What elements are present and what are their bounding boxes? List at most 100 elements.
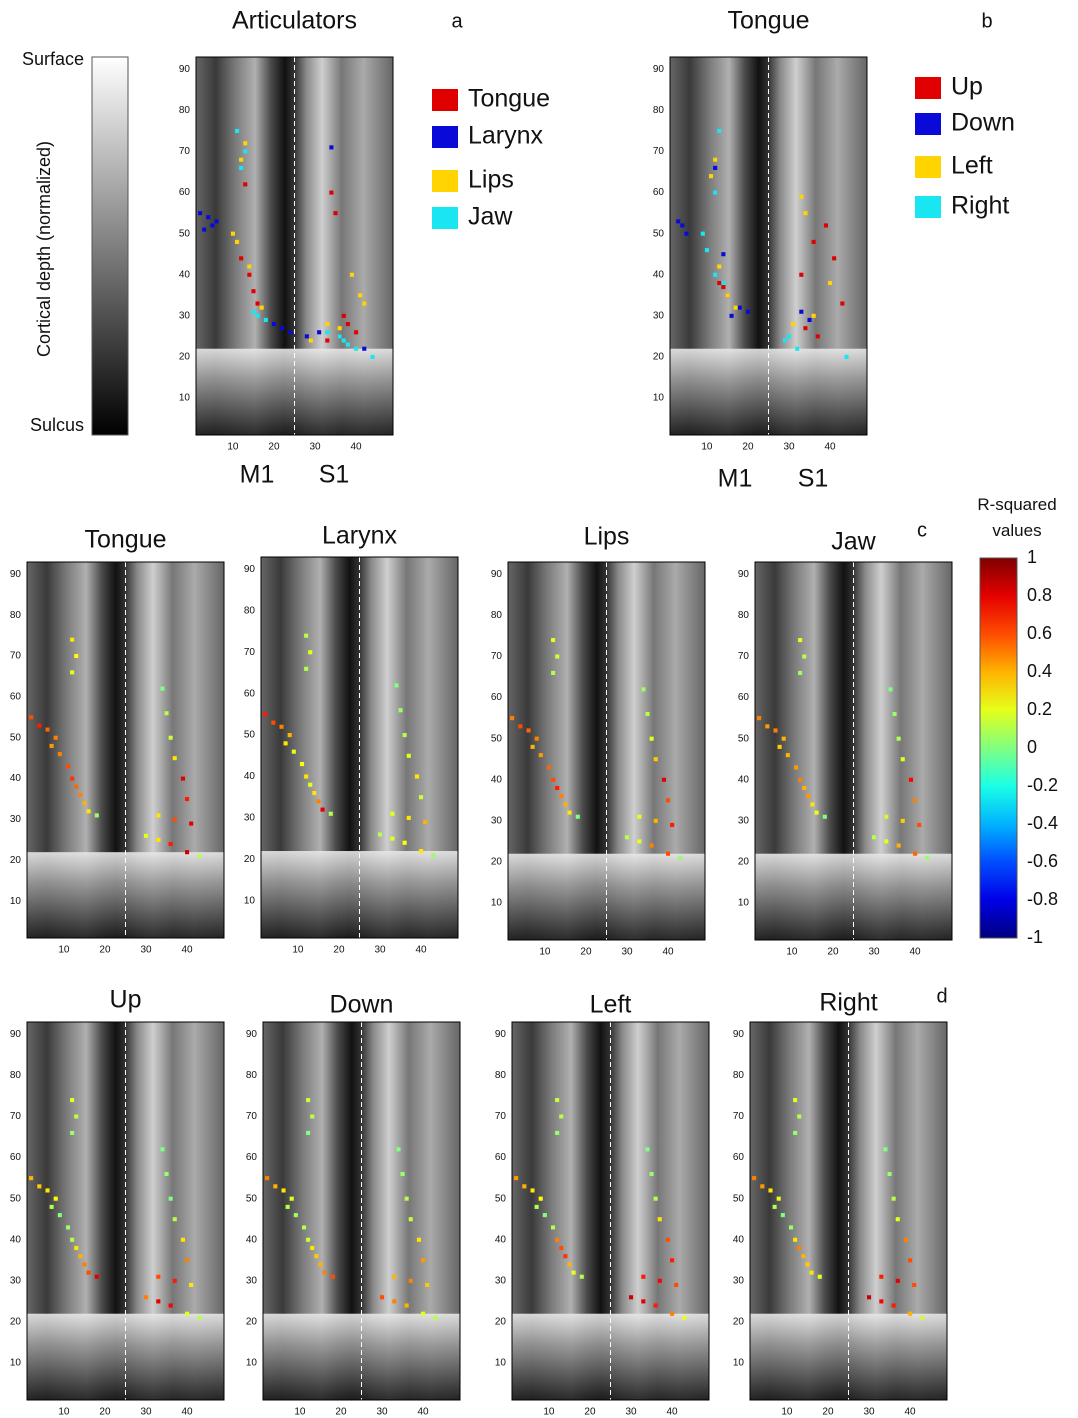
voxel	[551, 777, 556, 782]
voxel	[917, 822, 922, 828]
voxel	[29, 715, 34, 720]
voxel	[243, 141, 248, 146]
panel-title: Larynx	[322, 522, 398, 550]
voxel	[908, 1258, 913, 1263]
voxel	[793, 1098, 798, 1103]
y-tick-label: 60	[10, 692, 22, 703]
voxel	[251, 289, 256, 294]
voxel	[510, 716, 515, 721]
y-tick-label: 60	[244, 688, 256, 699]
voxel	[421, 1258, 426, 1263]
x-tick-label: 30	[868, 947, 880, 958]
y-tick-label: 60	[491, 692, 503, 703]
voxel	[29, 1176, 34, 1181]
y-tick-label: 10	[733, 1358, 745, 1369]
y-tick-label: 40	[10, 1234, 22, 1245]
colorbar-tick-label: 0.6	[1027, 623, 1052, 643]
voxel	[308, 782, 313, 787]
voxel	[354, 330, 359, 335]
voxel	[757, 716, 762, 721]
voxel	[202, 227, 207, 232]
voxel	[198, 211, 203, 216]
y-tick-label: 30	[244, 813, 256, 824]
panel-title: Tongue	[84, 526, 166, 554]
voxel	[306, 1130, 311, 1135]
voxel	[234, 128, 240, 134]
voxel	[285, 1204, 290, 1209]
voxel	[760, 1184, 765, 1189]
x-tick-label: 20	[99, 1407, 111, 1418]
voxel	[666, 851, 671, 856]
voxel	[287, 733, 292, 738]
voxel	[168, 1303, 173, 1308]
x-tick-label: 30	[309, 442, 321, 453]
x-tick-label: 30	[863, 1407, 875, 1418]
voxel	[891, 1303, 896, 1308]
voxel	[185, 1258, 190, 1263]
legend-swatch	[432, 126, 458, 148]
y-tick-label: 70	[246, 1111, 258, 1122]
voxel	[143, 1295, 149, 1300]
voxel	[797, 1245, 802, 1251]
voxel	[349, 272, 355, 277]
voxel	[328, 811, 333, 816]
voxel	[304, 633, 309, 638]
voxel	[210, 223, 215, 228]
voxel	[273, 1184, 278, 1189]
voxel	[645, 1147, 650, 1152]
voxel	[322, 1270, 327, 1275]
x-tick-label: 10	[539, 947, 551, 958]
voxel	[571, 1270, 576, 1275]
y-tick-label: 70	[733, 1111, 745, 1122]
voxel	[912, 1282, 917, 1288]
voxel	[37, 723, 42, 728]
voxel	[823, 223, 829, 228]
voxel	[160, 686, 165, 691]
voxel	[325, 330, 330, 335]
voxel	[920, 1315, 925, 1320]
voxel	[832, 256, 837, 261]
voxel	[567, 810, 572, 815]
y-tick-label: 20	[733, 1317, 745, 1328]
x-tick-label: 40	[351, 442, 363, 453]
colorbar-tick-label: 0.2	[1027, 699, 1052, 719]
y-tick-label: 70	[653, 146, 665, 157]
x-tick-label: 40	[182, 1407, 194, 1418]
region-label: M1	[718, 465, 753, 493]
voxel	[637, 814, 642, 819]
y-tick-label: 40	[244, 771, 256, 782]
voxel	[293, 1213, 298, 1218]
voxel	[337, 334, 342, 339]
voxel	[704, 248, 709, 253]
x-tick-label: 40	[667, 1407, 679, 1418]
x-tick-label: 20	[335, 1407, 347, 1418]
plot-frame	[507, 561, 706, 941]
colorbar-title: R-squared values	[977, 495, 1057, 540]
y-tick-label: 50	[10, 1193, 22, 1204]
voxel	[563, 802, 568, 807]
x-tick-label: 20	[822, 1407, 834, 1418]
voxel	[419, 795, 424, 800]
legend-label: Down	[951, 109, 1015, 137]
voxel	[433, 1315, 438, 1320]
colorbar-axis-label: Cortical depth (normalized)	[34, 141, 54, 357]
x-tick-label: 10	[58, 945, 70, 956]
x-tick-label: 20	[99, 945, 111, 956]
panel-label: d	[936, 985, 947, 1007]
voxel	[895, 1278, 900, 1283]
voxel	[879, 1274, 884, 1279]
voxel	[314, 1254, 319, 1259]
voxel	[214, 219, 219, 224]
voxel	[197, 1315, 202, 1320]
region-label: M1	[240, 461, 275, 489]
voxel	[641, 687, 646, 692]
voxel	[641, 1274, 646, 1279]
y-tick-label: 20	[244, 854, 256, 865]
y-tick-label: 30	[733, 1275, 745, 1286]
voxel	[678, 855, 683, 860]
voxel	[649, 1171, 654, 1177]
voxel	[811, 239, 816, 244]
voxel	[318, 1262, 323, 1267]
